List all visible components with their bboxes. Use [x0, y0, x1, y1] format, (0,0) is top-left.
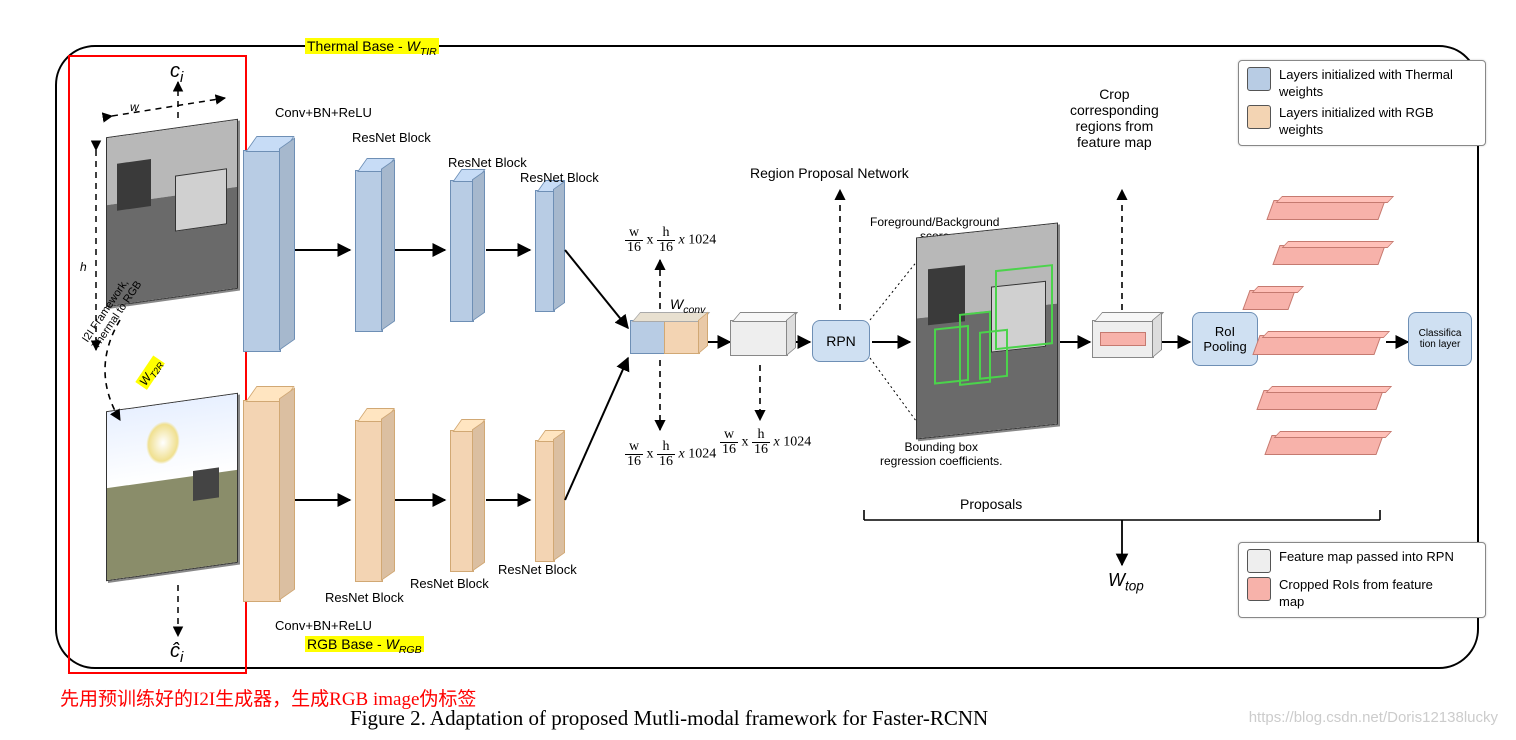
legend-row: Cropped RoIs from feature map	[1247, 577, 1477, 611]
legend-row: Layers initialized with Thermal weights	[1247, 67, 1477, 101]
wconv-symbol: Wconv	[670, 296, 705, 316]
legend-bottom: Feature map passed into RPN Cropped RoIs …	[1238, 542, 1486, 618]
rpn-title: Region Proposal Network	[750, 165, 909, 181]
proposals-label: Proposals	[960, 496, 1022, 512]
legend-row: Feature map passed into RPN	[1247, 549, 1477, 573]
caption-figure: Figure 2. Adaptation of proposed Mutli-m…	[350, 706, 988, 731]
proposals-image	[916, 223, 1058, 440]
branch-label: ResNet Block	[520, 170, 599, 185]
rgb-input-image	[106, 393, 238, 582]
ci-hat-symbol: ĉi	[170, 640, 183, 666]
classification-box: Classifica tion layer	[1408, 312, 1472, 366]
dim-formula-featmap: w16 x h16 x 1024	[720, 428, 811, 457]
branch-label: Conv+BN+ReLU	[275, 105, 372, 120]
legend-top: Layers initialized with Thermal weights L…	[1238, 60, 1486, 146]
branch-label: ResNet Block	[448, 155, 527, 170]
branch-label: ResNet Block	[325, 590, 404, 605]
dim-formula-top: w16 x h16 x 1024	[625, 226, 716, 255]
roi-bar	[1252, 335, 1381, 355]
branch-label: Conv+BN+ReLU	[275, 618, 372, 633]
branch-label: ResNet Block	[352, 130, 431, 145]
watermark: https://blog.csdn.net/Doris12138lucky	[1249, 709, 1498, 726]
rgb-base-title: RGB Base - WRGB	[305, 636, 424, 656]
roi-bar	[1242, 290, 1295, 310]
w-dim-label: w	[130, 100, 139, 114]
crop-label: Crop corresponding regions from feature …	[1070, 86, 1159, 150]
roi-pooling-box: RoI Pooling	[1192, 312, 1258, 366]
thermal-base-title: Thermal Base - WTIR	[305, 38, 439, 58]
dim-formula-bottom: w16 x h16 x 1024	[625, 440, 716, 469]
roi-bar	[1266, 200, 1385, 220]
roi-bar	[1256, 390, 1383, 410]
branch-label: ResNet Block	[410, 576, 489, 591]
roi-bar	[1272, 245, 1385, 265]
branch-label: ResNet Block	[498, 562, 577, 577]
wtop-symbol: Wtop	[1108, 570, 1144, 594]
h-dim-label: h	[80, 260, 87, 274]
rpn-box: RPN	[812, 320, 870, 362]
roi-bar	[1264, 435, 1383, 455]
bbox-reg-label: Bounding box regression coefficients.	[880, 440, 1003, 468]
ci-symbol: ci	[170, 60, 183, 86]
legend-row: Layers initialized with RGB weights	[1247, 105, 1477, 139]
